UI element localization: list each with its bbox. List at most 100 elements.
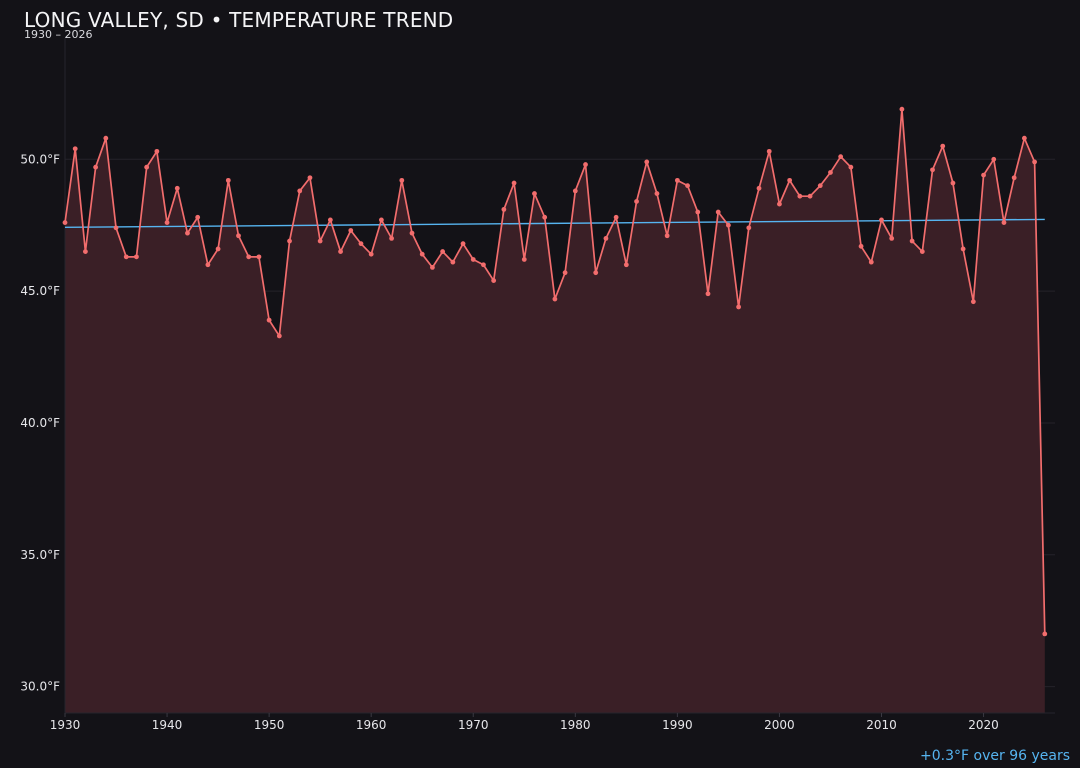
data-point	[62, 220, 68, 225]
data-point	[756, 185, 762, 191]
data-point	[817, 183, 823, 189]
data-point	[664, 233, 670, 239]
data-point	[623, 262, 629, 268]
data-point	[685, 183, 690, 189]
data-point	[470, 257, 476, 262]
data-point	[848, 164, 854, 170]
x-tick-label: 2010	[866, 718, 897, 732]
data-point	[266, 317, 272, 323]
data-point	[950, 180, 956, 186]
data-point	[501, 206, 507, 212]
data-point	[919, 249, 925, 254]
data-point	[72, 146, 78, 152]
data-point	[317, 238, 323, 244]
x-tick-label: 1930	[50, 718, 81, 732]
y-tick-label: 30.0°F	[20, 680, 60, 694]
data-point	[736, 304, 742, 310]
y-tick-label: 40.0°F	[20, 416, 60, 430]
data-point	[766, 148, 772, 154]
data-point	[215, 246, 221, 252]
area-fill	[65, 109, 1045, 713]
data-point	[562, 270, 568, 276]
data-point	[1021, 135, 1027, 141]
data-point	[583, 162, 588, 167]
x-tick-label: 1980	[560, 718, 591, 732]
data-point	[287, 238, 292, 244]
data-point	[225, 177, 231, 183]
data-point	[644, 159, 650, 165]
data-point	[930, 167, 935, 173]
data-point	[1032, 159, 1037, 165]
x-tick-label: 1940	[152, 718, 183, 732]
data-point	[185, 230, 190, 236]
data-point	[307, 175, 313, 181]
data-point	[368, 251, 374, 257]
data-point	[807, 193, 813, 199]
data-point	[205, 262, 211, 268]
data-point	[1011, 175, 1017, 181]
data-point	[134, 254, 139, 260]
data-point	[399, 177, 405, 183]
x-tick-label: 1990	[662, 718, 693, 732]
y-tick-label: 50.0°F	[20, 152, 60, 166]
data-point	[256, 254, 262, 260]
data-point	[481, 262, 486, 268]
data-point	[174, 185, 180, 191]
data-point	[603, 235, 609, 241]
trend-annotation: +0.3°F over 96 years	[920, 748, 1070, 764]
data-point	[113, 225, 119, 231]
data-point	[940, 143, 946, 149]
data-point	[123, 254, 129, 260]
data-point	[93, 164, 99, 170]
data-point	[613, 214, 619, 220]
data-point	[389, 235, 394, 241]
data-point	[705, 291, 711, 297]
data-point	[460, 241, 466, 247]
data-point	[1001, 220, 1007, 225]
data-point	[419, 251, 425, 257]
data-point	[276, 333, 282, 339]
data-point	[899, 106, 905, 112]
data-point	[236, 233, 241, 239]
data-point	[1042, 631, 1048, 637]
data-point	[164, 220, 170, 225]
data-point	[450, 259, 456, 265]
x-tick-label: 1960	[356, 718, 387, 732]
data-point	[521, 257, 527, 262]
x-tick-label: 1970	[458, 718, 489, 732]
x-tick-label: 2000	[764, 718, 795, 732]
data-point	[787, 177, 793, 183]
data-point	[338, 249, 343, 254]
data-point	[511, 180, 517, 186]
data-point	[378, 217, 384, 223]
data-point	[828, 170, 833, 175]
data-point	[858, 243, 864, 249]
data-point	[797, 193, 803, 199]
data-point	[440, 249, 446, 254]
data-point	[634, 199, 639, 204]
data-point	[195, 214, 201, 220]
data-point	[144, 164, 150, 170]
data-point	[430, 264, 435, 270]
y-tick-label: 45.0°F	[20, 284, 60, 298]
data-point	[491, 278, 497, 283]
data-point	[970, 299, 976, 305]
data-point	[103, 135, 109, 141]
data-point	[348, 228, 354, 233]
data-point	[83, 249, 88, 254]
data-point	[246, 254, 252, 260]
data-point	[981, 172, 986, 178]
data-point	[838, 154, 844, 160]
data-point	[532, 191, 537, 196]
data-point	[154, 148, 160, 154]
data-point	[409, 230, 415, 236]
data-point	[909, 238, 915, 244]
data-point	[327, 217, 333, 223]
data-point	[777, 201, 782, 207]
data-point	[572, 188, 578, 194]
chart-subtitle: 1930 – 2026	[24, 28, 93, 41]
data-point	[868, 259, 874, 265]
x-tick-label: 2020	[968, 718, 999, 732]
